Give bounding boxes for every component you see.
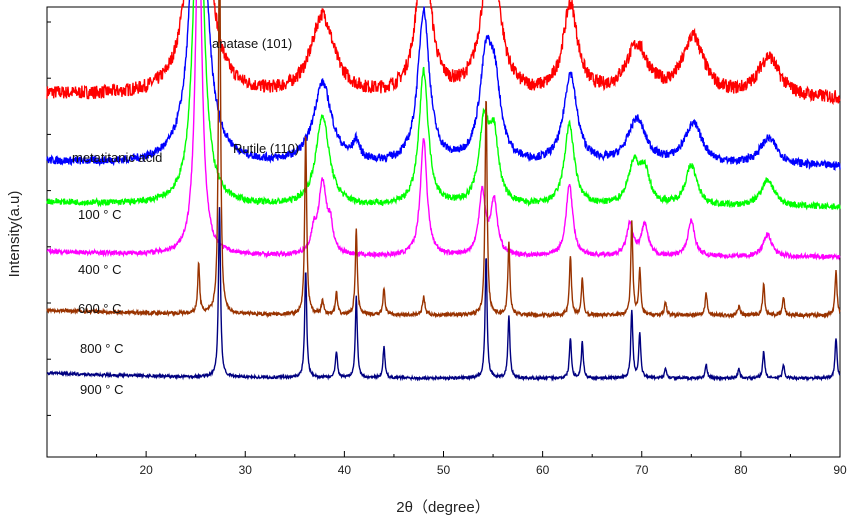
x-tick-label: 20 — [139, 463, 153, 477]
x-tick-label: 40 — [338, 463, 352, 477]
plot-area — [46, 6, 841, 458]
x-tick-label: 30 — [239, 463, 253, 477]
series-line — [46, 207, 841, 382]
x-tick-label: 80 — [734, 463, 748, 477]
y-axis-label: Intensity(a.u) — [6, 191, 23, 278]
series-labels: metatitanic acid 100 ° C 400 ° C 600 ° C 800… — [72, 150, 162, 397]
series-line — [46, 0, 841, 320]
series-lines — [46, 0, 841, 382]
x-tick-label: 50 — [437, 463, 451, 477]
annotation-rutile: Rutile (110) — [233, 141, 299, 156]
annotation-anatase: anatase (101) — [212, 36, 292, 51]
series-label: 900 ° C — [80, 382, 124, 397]
series-line — [46, 0, 841, 211]
series-label: 400 ° C — [78, 262, 122, 277]
x-tick-label: 90 — [833, 463, 847, 477]
x-tick-label: 60 — [536, 463, 550, 477]
series-label: metatitanic acid — [72, 150, 162, 165]
series-label: 600 ° C — [78, 301, 122, 316]
axis-ticks: 20 30 40 50 60 70 80 90 — [47, 21, 847, 477]
x-tick-label: 70 — [635, 463, 649, 477]
series-label: 100 ° C — [78, 207, 122, 222]
series-line — [46, 0, 841, 106]
series-line — [46, 0, 841, 261]
x-axis-label: 2θ（degree） — [396, 499, 489, 516]
series-label: 800 ° C — [80, 341, 124, 356]
series-line — [46, 0, 841, 172]
